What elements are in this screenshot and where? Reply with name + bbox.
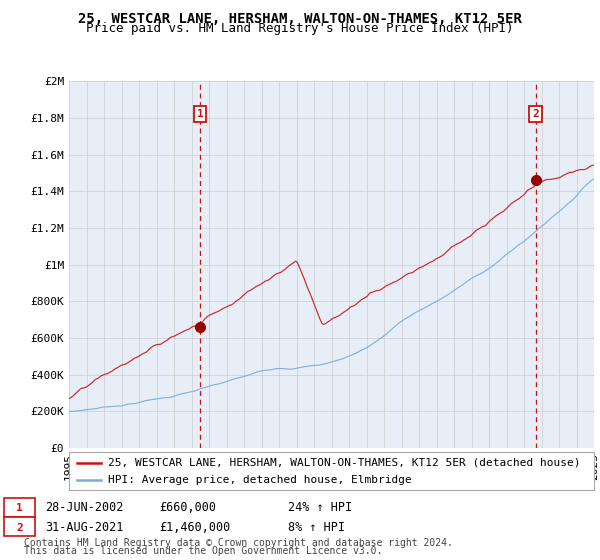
- Text: 24% ↑ HPI: 24% ↑ HPI: [288, 501, 352, 515]
- Text: This data is licensed under the Open Government Licence v3.0.: This data is licensed under the Open Gov…: [24, 545, 382, 556]
- Text: £1,460,000: £1,460,000: [159, 521, 230, 534]
- Text: 1: 1: [16, 503, 23, 513]
- Text: HPI: Average price, detached house, Elmbridge: HPI: Average price, detached house, Elmb…: [109, 475, 412, 486]
- Text: Contains HM Land Registry data © Crown copyright and database right 2024.: Contains HM Land Registry data © Crown c…: [24, 538, 453, 548]
- Text: 2: 2: [16, 522, 23, 533]
- Text: Price paid vs. HM Land Registry's House Price Index (HPI): Price paid vs. HM Land Registry's House …: [86, 22, 514, 35]
- Text: 1: 1: [197, 109, 203, 119]
- Text: 28-JUN-2002: 28-JUN-2002: [45, 501, 124, 515]
- Text: £660,000: £660,000: [159, 501, 216, 515]
- Text: 8% ↑ HPI: 8% ↑ HPI: [288, 521, 345, 534]
- Text: 31-AUG-2021: 31-AUG-2021: [45, 521, 124, 534]
- Text: 2: 2: [532, 109, 539, 119]
- Text: 25, WESTCAR LANE, HERSHAM, WALTON-ON-THAMES, KT12 5ER: 25, WESTCAR LANE, HERSHAM, WALTON-ON-THA…: [78, 12, 522, 26]
- Text: 25, WESTCAR LANE, HERSHAM, WALTON-ON-THAMES, KT12 5ER (detached house): 25, WESTCAR LANE, HERSHAM, WALTON-ON-THA…: [109, 458, 581, 468]
